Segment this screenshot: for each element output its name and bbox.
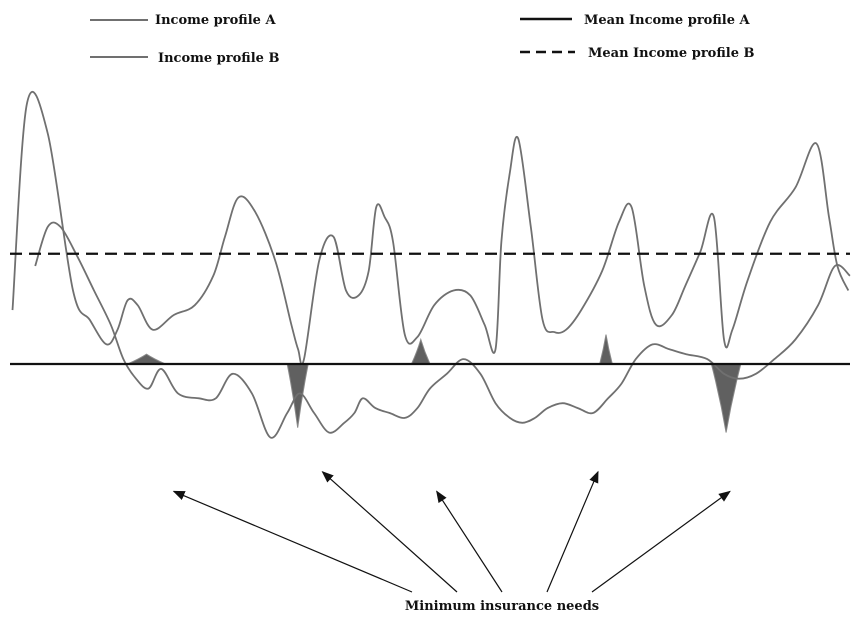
series-layer bbox=[10, 90, 851, 439]
annotation: Minimum insurance needs bbox=[172, 470, 731, 614]
legend-label-mean-b: Mean Income profile B bbox=[588, 46, 755, 61]
shaded-region-3 bbox=[410, 337, 431, 365]
annotation-text: Minimum insurance needs bbox=[405, 599, 599, 614]
shaded-region-4 bbox=[599, 334, 613, 365]
legend-label-income-b: Income profile B bbox=[158, 51, 279, 66]
annotation-arrows bbox=[172, 470, 731, 593]
annotation-arrow-2 bbox=[321, 471, 458, 593]
legend-label-income-a: Income profile A bbox=[155, 13, 276, 28]
shaded-regions bbox=[127, 334, 742, 433]
legend-label-mean-a: Mean Income profile A bbox=[584, 13, 751, 28]
series-line-income-profile-a bbox=[11, 90, 850, 366]
annotation-arrow-4 bbox=[546, 470, 599, 593]
annotation-arrow-5 bbox=[591, 490, 731, 593]
shaded-region-2 bbox=[286, 363, 309, 428]
shaded-region-1 bbox=[127, 353, 166, 365]
annotation-arrow-3 bbox=[436, 490, 503, 593]
annotation-arrow-1 bbox=[172, 490, 413, 593]
series-line-income-profile-b bbox=[34, 221, 851, 439]
legend: Income profile A Income profile B Mean I… bbox=[90, 13, 755, 66]
